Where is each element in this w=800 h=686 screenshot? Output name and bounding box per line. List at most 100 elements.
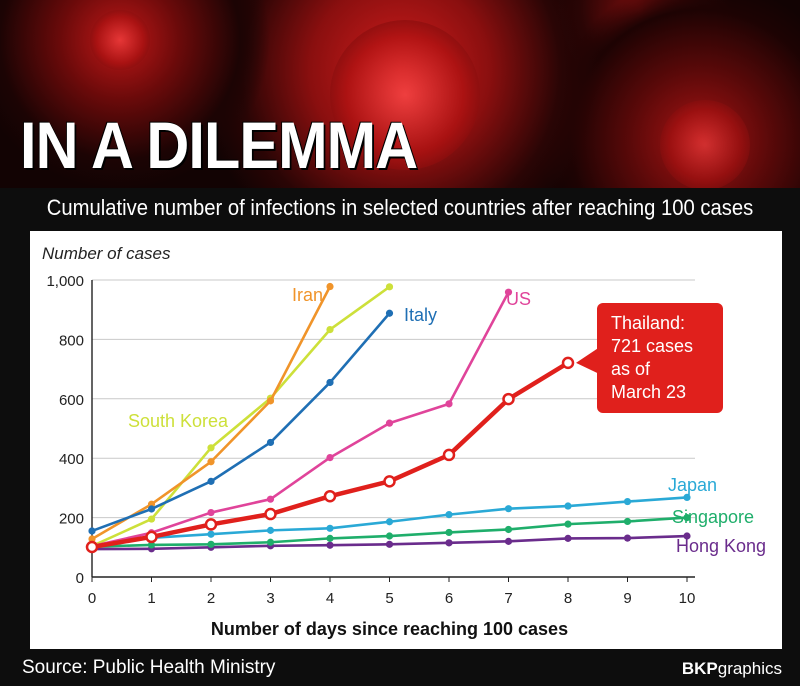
x-tick-label: 3 [266,590,274,607]
series-line [91,291,510,548]
data-point [147,541,156,549]
data-point [326,541,334,549]
y-tick-label: 0 [76,570,84,587]
data-point [266,397,275,405]
brand-rest: graphics [717,659,782,678]
brand-credit: BKPgraphics [682,659,782,679]
callout-text: 721 cases [611,336,693,356]
data-point [623,517,632,526]
x-tick-label: 6 [445,590,453,607]
series-label: Singapore [672,507,754,527]
data-point [683,514,691,522]
line-chart: 0 200 400 600 800 1,000 0 1 2 3 4 5 6 7 8 9 10 Number of … [42,244,766,639]
series-label: Hong Kong [676,536,766,556]
data-point [326,524,334,532]
callout-text: March 23 [611,382,686,402]
data-point [385,419,394,427]
data-point [383,475,396,488]
data-point [445,400,453,408]
x-tick-label: 2 [207,590,215,607]
data-point [561,356,575,370]
data-point [207,508,215,517]
callout-pointer [576,348,597,373]
chart-subtitle: Cumulative number of infections in selec… [46,195,754,220]
data-point [207,444,215,452]
data-point [323,489,337,503]
data-point [207,477,215,485]
data-point [326,378,334,387]
data-point [85,540,99,554]
data-point [326,282,334,291]
data-point [564,534,572,542]
y-tick-label: 800 [59,332,84,349]
data-point [88,535,96,543]
callout-text: Thailand: [611,313,685,333]
data-point [207,458,215,466]
data-point [204,518,218,531]
callout-text: as of [611,359,651,379]
data-point [502,392,515,406]
x-tick-label: 10 [679,590,696,607]
data-point [385,518,394,526]
series-group [85,282,691,554]
data-point [385,532,394,540]
data-point [442,448,456,462]
series-line [91,285,391,548]
x-tick-label: 9 [623,590,631,607]
data-point [264,507,277,521]
data-point [385,309,394,317]
header-banner: IN A DILEMMA [0,0,800,188]
data-point [445,528,453,537]
data-point [385,540,394,548]
x-tick-label: 5 [385,590,393,607]
data-point [445,539,453,547]
data-point [445,511,453,519]
x-tick-label: 7 [504,590,512,607]
x-tick-label: 8 [564,590,572,607]
data-point [326,454,334,462]
data-point [266,438,275,447]
data-point [145,530,158,544]
series-label: Italy [404,305,437,325]
y-tick-label: 1,000 [46,273,84,290]
series-label: Iran [292,285,323,305]
x-axis-label: Number of days since reaching 100 cases [211,619,568,639]
virus-image [660,100,750,188]
data-point [147,505,156,513]
source-note: Source: Public Health Ministry [22,657,276,678]
x-tick-label: 4 [326,590,334,607]
series-label: South Korea [128,411,229,431]
data-point [623,534,632,542]
series-label: Japan [668,475,717,495]
data-point [683,493,691,502]
data-point [504,525,513,534]
x-tick-label: 1 [147,590,155,607]
data-point [207,530,215,538]
data-point [504,537,513,545]
chart-panel: 0 200 400 600 800 1,000 0 1 2 3 4 5 6 7 8 9 10 Number of … [30,231,782,649]
data-point [266,526,275,534]
series-line [91,312,391,533]
data-point [266,538,275,546]
x-tick-label: 0 [88,590,96,607]
data-point [504,288,513,296]
brand-bold: BKP [681,659,718,678]
data-point [147,515,156,523]
data-point [564,502,572,510]
callout-box [597,303,723,413]
series-label: US [506,289,531,309]
virus-image [90,10,150,70]
data-point [623,497,632,506]
virus-image [330,20,480,170]
data-point [564,520,572,528]
data-point [683,532,691,540]
y-axis-label: Number of cases [42,244,171,263]
data-point [504,505,513,513]
data-point [326,534,334,542]
data-point [207,540,215,548]
y-tick-label: 600 [59,392,84,409]
y-tick-label: 200 [59,511,84,528]
data-point [326,325,334,334]
y-tick-label: 400 [59,451,84,468]
data-point [266,495,275,503]
